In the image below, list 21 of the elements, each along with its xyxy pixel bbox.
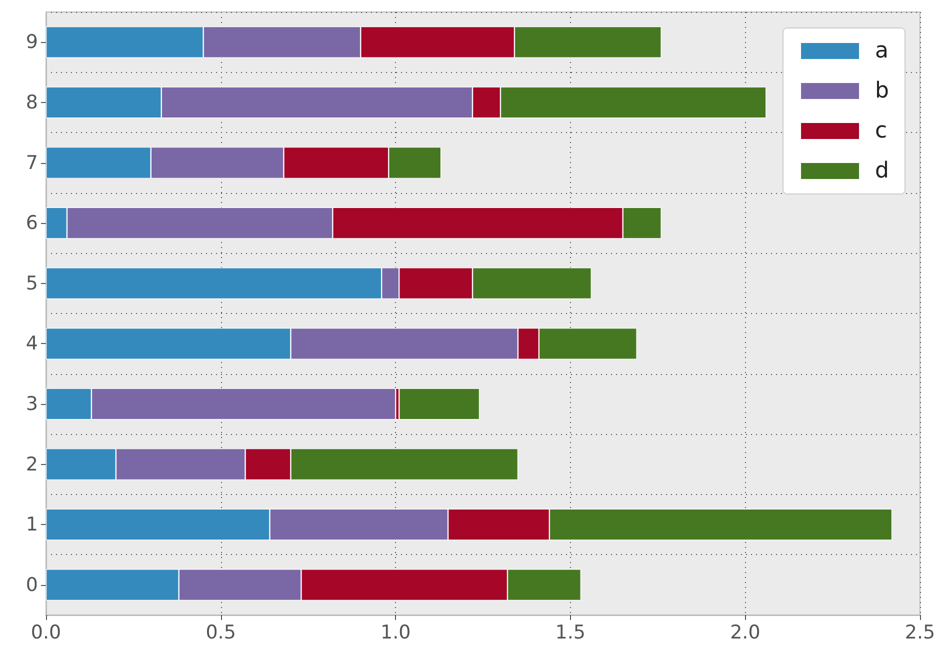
x-tick-label: 2.0 — [730, 622, 760, 644]
x-tick-label: 0.5 — [206, 622, 236, 644]
legend-label: a — [875, 38, 889, 64]
y-tick-label: 6 — [26, 212, 38, 234]
x-tick-label: 0.0 — [30, 622, 62, 644]
x-tick-label: 2.5 — [904, 622, 936, 644]
legend-label: b — [875, 78, 890, 104]
y-tick-label: 9 — [26, 31, 38, 54]
y-tick-label: 3 — [26, 392, 38, 415]
bar — [399, 388, 480, 420]
legend-label: d — [875, 158, 890, 184]
y-tick-label: 7 — [26, 152, 38, 174]
y-tick-label: 5 — [26, 272, 38, 294]
x-tick-label: 1.5 — [555, 622, 586, 644]
legend-label: c — [875, 118, 888, 144]
y-tick-label: 4 — [26, 332, 38, 355]
y-tick-label: 8 — [26, 91, 38, 114]
x-tick-label: 1.0 — [380, 622, 411, 644]
y-tick-label: 1 — [26, 514, 38, 536]
y-tick-label: 0 — [26, 574, 38, 596]
y-tick-label: 2 — [26, 453, 38, 476]
